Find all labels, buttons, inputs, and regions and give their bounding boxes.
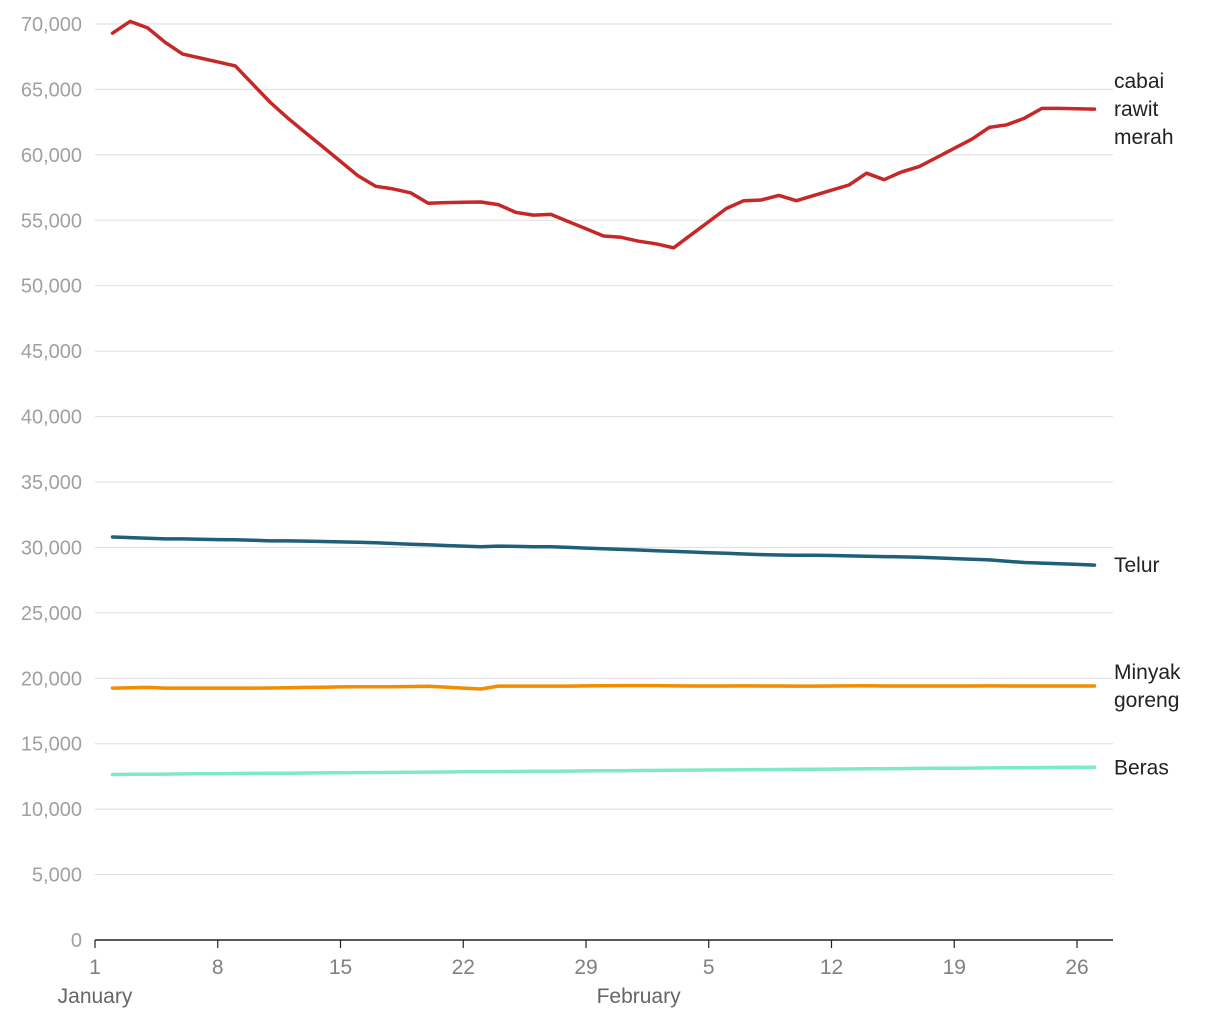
x-month-label: February [597,985,682,1008]
series-lines [110,19,1097,777]
y-tick-label: 20,000 [21,668,82,690]
x-tick-label: 5 [703,956,715,979]
series-label-cabai-rawit-merah: rawit [1114,98,1159,121]
y-tick-label: 30,000 [21,537,82,559]
series-label-cabai-rawit-merah: cabai [1114,70,1164,93]
x-tick-label: 19 [943,956,966,979]
y-tick-label: 5,000 [32,865,82,887]
series-label-telur: Telur [1114,554,1160,577]
x-tick-label: 1 [89,956,101,979]
series-line-beras [110,765,1097,777]
x-axis-tick-labels: 1 8 15 22 29 5 12 19 26 January February [58,940,1089,1008]
series-labels: cabai rawit merah Telur Minyak goreng Beras [1114,70,1181,779]
x-month-label: January [58,985,133,1008]
y-tick-label: 55,000 [21,210,82,232]
y-tick-label: 40,000 [21,407,82,429]
y-tick-label: 25,000 [21,603,82,625]
y-axis-tick-labels: 0 5,000 10,000 15,000 20,000 25,000 30,000 35,0… [21,14,82,952]
y-tick-label: 35,000 [21,472,82,494]
series-line-cabai-rawit-merah [110,19,1097,250]
series-label-minyak-goreng: goreng [1114,689,1179,712]
x-tick-label: 15 [329,956,352,979]
y-tick-label: 50,000 [21,276,82,298]
y-tick-label: 10,000 [21,799,82,821]
y-tick-label: 15,000 [21,734,82,756]
series-label-beras: Beras [1114,756,1169,779]
y-tick-label: 45,000 [21,341,82,363]
y-tick-label: 0 [71,930,82,952]
y-tick-label: 60,000 [21,145,82,167]
x-tick-label: 12 [820,956,843,979]
series-label-cabai-rawit-merah: merah [1114,126,1174,149]
x-tick-label: 29 [574,956,597,979]
x-tick-label: 22 [452,956,475,979]
y-tick-label: 70,000 [21,14,82,36]
x-tick-label: 26 [1065,956,1088,979]
y-tick-label: 65,000 [21,79,82,101]
x-tick-label: 8 [212,956,224,979]
series-line-minyak-goreng [110,683,1097,691]
series-line-telur [110,535,1097,567]
series-label-minyak-goreng: Minyak [1114,661,1181,684]
gridlines [95,23,1113,876]
